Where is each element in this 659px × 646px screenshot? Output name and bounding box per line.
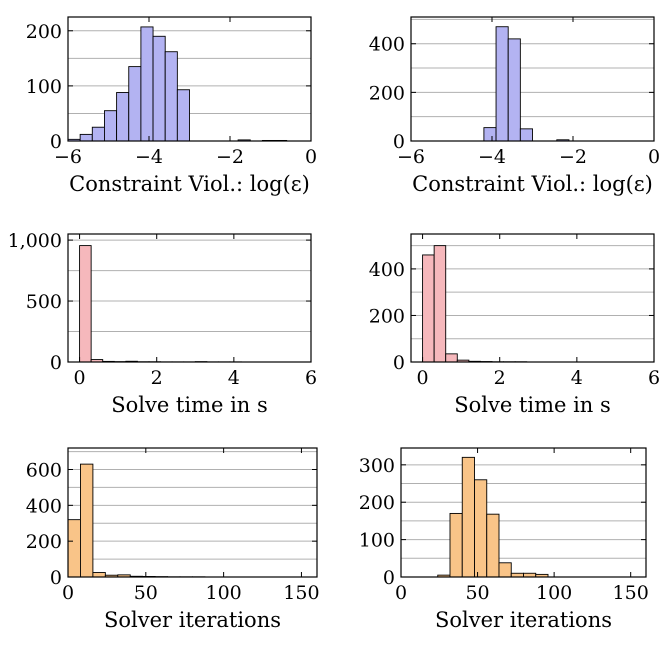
x-tick-label: −6 [397, 146, 425, 168]
plot-frame [400, 447, 647, 578]
histogram-bar [176, 89, 190, 142]
x-tick-label: 150 [283, 582, 319, 604]
histogram-bar [461, 456, 475, 578]
x-tick-label: 50 [465, 582, 489, 604]
y-tick-label: 200 [359, 492, 395, 514]
histogram-bar [498, 562, 512, 578]
y-tick-label: 100 [26, 76, 62, 98]
x-tick-label: −4 [135, 146, 163, 168]
x-tick-label: 4 [571, 367, 583, 389]
x-tick-label: −4 [478, 146, 506, 168]
histogram-bar [445, 353, 458, 363]
y-tick-label: 0 [393, 131, 405, 153]
histogram-bar [91, 126, 105, 142]
x-tick-label: 100 [536, 582, 572, 604]
x-tick-label: 0 [305, 146, 317, 168]
histogram-bar [507, 38, 521, 142]
y-tick-label: 200 [369, 82, 405, 104]
y-tick-label: 0 [50, 352, 62, 374]
histogram-bar [486, 513, 500, 578]
x-tick-label: 2 [151, 367, 163, 389]
x-tick-label: 6 [305, 367, 317, 389]
y-tick-label: 500 [26, 291, 62, 313]
histogram-bar [140, 26, 154, 142]
histogram-bar [79, 245, 92, 363]
histogram-bar [128, 66, 142, 142]
y-tick-label: 0 [383, 567, 395, 589]
histogram-bar [67, 519, 81, 578]
histogram-bar [422, 254, 435, 363]
y-tick-label: 0 [50, 567, 62, 589]
x-tick-label: 100 [205, 582, 241, 604]
y-tick-label: 200 [26, 21, 62, 43]
histogram-bar [474, 479, 488, 578]
plot-frame [67, 16, 312, 142]
y-tick-label: 400 [369, 259, 405, 281]
histogram-panel-6: 0 50 100 150 0 100 200 300 Solver iterations [359, 447, 649, 632]
x-axis-label: Solver iterations [104, 608, 281, 632]
x-tick-label: 0 [417, 367, 429, 389]
x-axis-label: Constraint Viol.: log(ε) [412, 172, 653, 196]
histogram-bar [433, 245, 447, 363]
x-tick-label: 0 [74, 367, 86, 389]
histogram-bar [495, 26, 509, 142]
x-tick-label: 2 [494, 367, 506, 389]
histogram-bar [103, 110, 118, 142]
plot-frame [67, 447, 318, 578]
histogram-bar [79, 133, 93, 142]
plot-frame [410, 233, 655, 363]
histogram-panel-3: 0 2 4 6 0 500 1,000 Solve time in s [8, 230, 317, 417]
histogram-panel-1: −6 −4 −2 0 0 100 200 Constraint Viol.: log(ε) [26, 16, 317, 196]
y-tick-label: 200 [26, 531, 62, 553]
x-tick-label: 4 [228, 367, 240, 389]
histogram-panel-4: 0 2 4 6 0 200 400 Solve time in s [369, 233, 659, 417]
x-tick-label: 50 [134, 582, 158, 604]
x-tick-label: 150 [613, 582, 649, 604]
plot-frame [67, 233, 312, 363]
histogram-panel-2: −6 −4 −2 0 0 200 400 Constraint Viol.: log(ε) [369, 16, 659, 196]
y-tick-label: 0 [393, 352, 405, 374]
x-tick-label: 6 [648, 367, 659, 389]
histogram-bar [116, 92, 130, 142]
histogram-bar [164, 51, 178, 142]
histogram-bar [92, 572, 106, 578]
x-axis-label: Solve time in s [454, 393, 611, 417]
x-tick-label: 0 [648, 146, 659, 168]
x-tick-label: 0 [395, 582, 407, 604]
histogram-panel-5: 0 50 100 150 0 200 400 600 Solver iterations [26, 447, 320, 632]
y-tick-label: 400 [369, 34, 405, 56]
histogram-bar [152, 35, 166, 142]
plot-frame [410, 16, 655, 142]
y-tick-label: 1,000 [8, 230, 62, 252]
x-tick-label: −2 [559, 146, 587, 168]
x-tick-label: 0 [62, 582, 74, 604]
x-tick-label: −2 [216, 146, 244, 168]
y-tick-label: 0 [50, 131, 62, 153]
histogram-bar [79, 463, 94, 578]
y-tick-label: 100 [359, 530, 395, 552]
histogram-bar [519, 128, 533, 142]
histogram-bar [483, 127, 497, 142]
y-tick-label: 600 [26, 460, 62, 482]
x-tick-label: −6 [54, 146, 82, 168]
histogram-bar [449, 512, 463, 578]
y-tick-label: 400 [26, 495, 62, 517]
y-tick-label: 200 [369, 305, 405, 327]
y-tick-label: 300 [359, 455, 395, 477]
x-axis-label: Solver iterations [435, 608, 612, 632]
x-axis-label: Constraint Viol.: log(ε) [69, 172, 310, 196]
x-axis-label: Solve time in s [111, 393, 268, 417]
